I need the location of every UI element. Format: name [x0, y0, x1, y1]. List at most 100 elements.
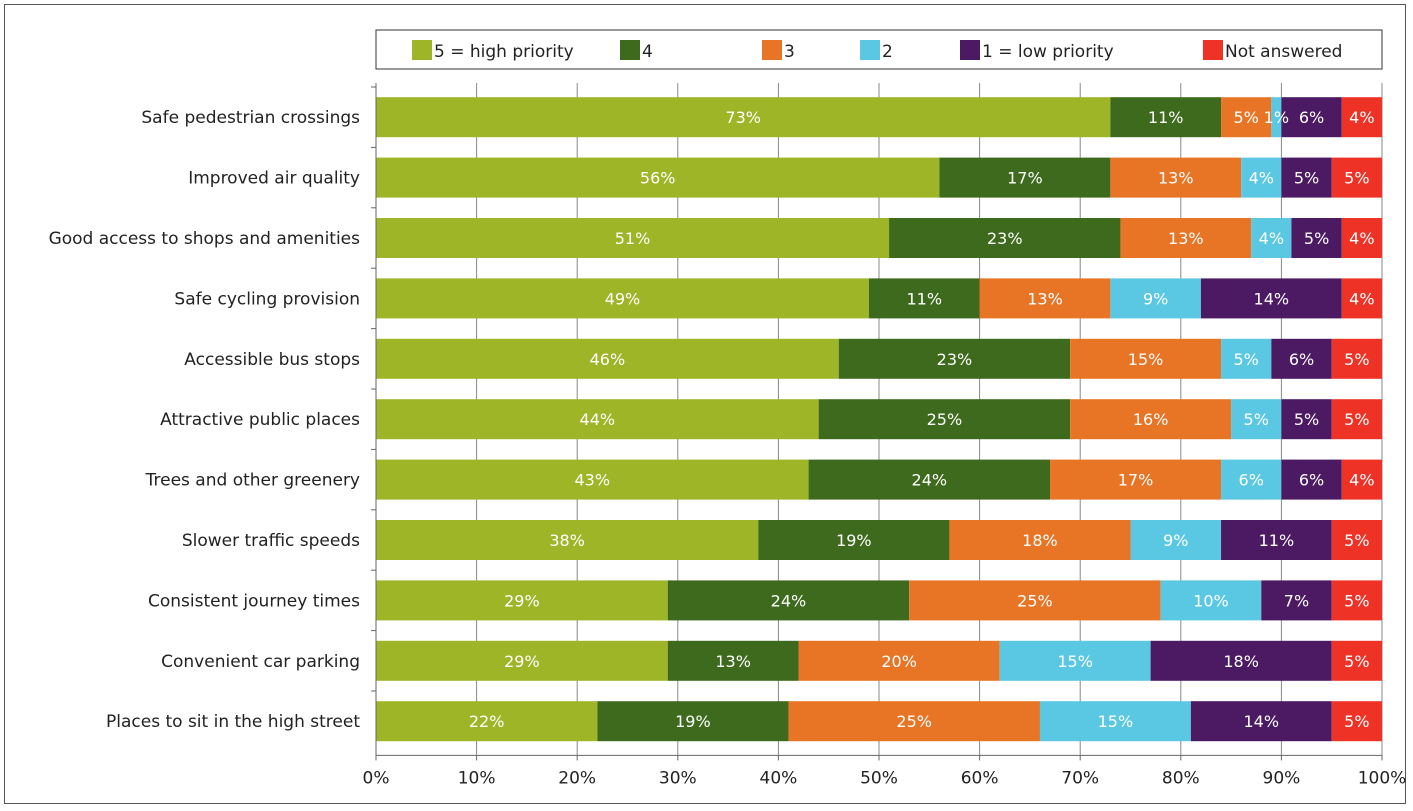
- data-label: 29%: [504, 591, 540, 610]
- data-label: 4%: [1349, 229, 1374, 248]
- data-label: 6%: [1239, 471, 1264, 490]
- bar-segment: [1331, 580, 1382, 621]
- bar-segment: [667, 640, 799, 681]
- data-label: 44%: [580, 410, 616, 429]
- bar-segment: [1331, 338, 1382, 379]
- data-label: 4%: [1349, 289, 1374, 308]
- x-tick-label: 80%: [1162, 768, 1200, 788]
- bar-segment: [758, 520, 950, 560]
- data-label: 5%: [1294, 169, 1319, 188]
- category-label: Consistent journey times: [148, 591, 360, 611]
- data-label: 4%: [1259, 229, 1284, 248]
- data-label: 56%: [640, 169, 676, 188]
- data-label: 13%: [1158, 169, 1194, 188]
- x-tick-label: 60%: [961, 768, 999, 788]
- x-tick-label: 40%: [760, 768, 798, 788]
- bar-segment: [1271, 97, 1282, 138]
- bar-segment: [667, 580, 910, 621]
- bar-segment: [1050, 459, 1222, 500]
- bar-segment: [1251, 218, 1292, 258]
- data-label: 10%: [1193, 591, 1229, 610]
- bar-segment: [979, 278, 1111, 319]
- bar-segment: [1241, 157, 1282, 198]
- category-label: Good access to shops and amenities: [49, 229, 361, 249]
- data-label: 29%: [504, 652, 540, 671]
- bar-segment: [1221, 459, 1282, 500]
- axes: 0% 10% 20% 30% 40% 50% 60% 70% 80% 90% 100%: [363, 83, 1407, 788]
- x-tick-label: 30%: [659, 768, 697, 788]
- bar-segment: [1261, 580, 1332, 621]
- data-label: 4%: [1349, 108, 1374, 127]
- bar-segment: [939, 157, 1111, 198]
- bar-segment: [1281, 459, 1342, 500]
- bar-segment: [597, 701, 789, 742]
- data-label: 9%: [1163, 531, 1188, 550]
- data-label: 6%: [1299, 108, 1324, 127]
- category-label: Slower traffic speeds: [182, 531, 360, 551]
- bar-segment: [798, 640, 1000, 681]
- data-label: 6%: [1299, 471, 1324, 490]
- data-label: 73%: [725, 108, 761, 127]
- bar-segment: [808, 459, 1051, 500]
- data-label: 4%: [1349, 471, 1374, 490]
- x-tick-label: 50%: [860, 768, 898, 788]
- data-label: 5%: [1244, 410, 1269, 429]
- bar-segment: [949, 520, 1131, 560]
- bar-segment: [868, 278, 980, 319]
- legend-swatch: [762, 40, 782, 60]
- data-label: 19%: [675, 712, 711, 731]
- bar-segment: [1190, 701, 1332, 742]
- data-label: 15%: [1128, 350, 1164, 369]
- data-label: 13%: [715, 652, 751, 671]
- data-label: 1%: [1264, 108, 1289, 127]
- data-label: 5%: [1304, 229, 1329, 248]
- data-label: 23%: [937, 350, 973, 369]
- bar-segment: [1331, 399, 1382, 440]
- category-label: Improved air quality: [188, 169, 360, 189]
- bar-segment: [1341, 459, 1382, 500]
- data-label: 43%: [575, 471, 611, 490]
- data-label: 5%: [1344, 652, 1369, 671]
- data-label: 51%: [615, 229, 651, 248]
- bar-segment: [1291, 218, 1342, 258]
- category-label: Safe pedestrian crossings: [141, 108, 360, 128]
- bar-segment: [376, 640, 668, 681]
- data-label: 13%: [1027, 289, 1063, 308]
- bar-segment: [376, 278, 869, 319]
- data-label: 4%: [1249, 169, 1274, 188]
- data-label: 15%: [1098, 712, 1134, 731]
- bar-segment: [818, 399, 1071, 440]
- bar-segment: [376, 338, 839, 379]
- bar-segment: [999, 640, 1151, 681]
- legend-label: 4: [642, 42, 653, 62]
- data-label: 11%: [1259, 531, 1295, 550]
- legend: 5 = high priority 4 3 2 1 = low priority Not …: [375, 29, 1383, 70]
- bar-segment: [1341, 218, 1382, 258]
- bar-segment: [1341, 278, 1382, 319]
- data-label: 18%: [1223, 652, 1259, 671]
- data-label: 5%: [1344, 350, 1369, 369]
- bar-segment: [1070, 399, 1232, 440]
- data-label: 5%: [1233, 350, 1258, 369]
- data-label: 38%: [549, 531, 585, 550]
- data-label: 16%: [1133, 410, 1169, 429]
- data-label: 24%: [771, 591, 807, 610]
- data-label: 11%: [906, 289, 942, 308]
- data-label: 5%: [1344, 531, 1369, 550]
- legend-swatch: [860, 40, 880, 60]
- bar-segment: [1331, 640, 1382, 681]
- x-tick-label: 100%: [1358, 768, 1407, 788]
- data-label: 24%: [912, 471, 948, 490]
- bar-segment: [1221, 520, 1332, 560]
- bar-segment: [376, 218, 890, 258]
- category-label: Accessible bus stops: [184, 350, 360, 370]
- data-label: 19%: [836, 531, 872, 550]
- data-label: 6%: [1289, 350, 1314, 369]
- bar-segment: [788, 701, 1040, 742]
- data-label: 25%: [896, 712, 932, 731]
- legend-label: 3: [784, 42, 795, 62]
- legend-swatch: [412, 40, 432, 60]
- data-label: 14%: [1254, 289, 1290, 308]
- legend-swatch: [960, 40, 980, 60]
